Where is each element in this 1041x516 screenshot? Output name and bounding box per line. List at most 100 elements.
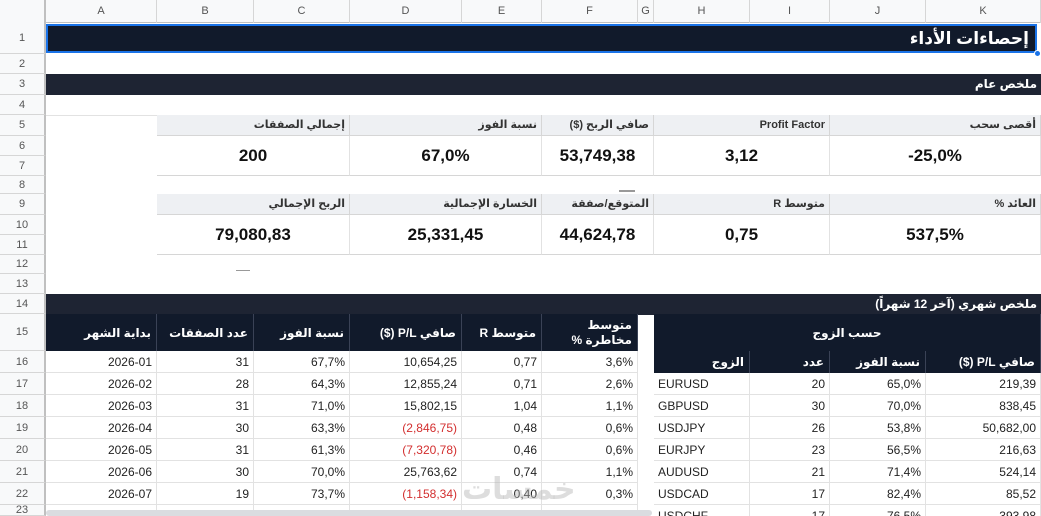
monthly-cell-month-start[interactable]: 2026-01 bbox=[46, 351, 157, 373]
selection-fill-handle[interactable] bbox=[1034, 50, 1041, 57]
monthly-cell-month-start[interactable]: 2026-06 bbox=[46, 461, 157, 483]
monthly-cell-avg-risk[interactable]: 2,6% bbox=[542, 373, 638, 395]
row-header-13[interactable]: 13 bbox=[0, 274, 46, 294]
kpi-label-net-profit[interactable]: صافي الربح ($) bbox=[542, 115, 654, 136]
monthly-header-net-pl[interactable]: صافي P/L ($) bbox=[350, 314, 462, 351]
monthly-cell-net-pl[interactable]: 15,802,15 bbox=[350, 395, 462, 417]
column-header-k[interactable]: K bbox=[926, 0, 1041, 23]
row-header-9[interactable]: 9 bbox=[0, 194, 46, 215]
monthly-cell-avg-risk[interactable]: 0,6% bbox=[542, 417, 638, 439]
kpi-value-avg-r[interactable]: 0,75 bbox=[654, 215, 830, 255]
pair-cell-count[interactable]: 20 bbox=[750, 373, 830, 395]
pair-cell-pair[interactable]: EURUSD bbox=[654, 373, 750, 395]
monthly-cell-avg-risk[interactable]: 1,1% bbox=[542, 395, 638, 417]
pair-cell-win-rate[interactable]: 76,5% bbox=[830, 505, 926, 516]
monthly-header-win-rate[interactable]: نسبة الفوز bbox=[254, 314, 350, 351]
pair-cell-win-rate[interactable]: 65,0% bbox=[830, 373, 926, 395]
row-header-3[interactable]: 3 bbox=[0, 74, 46, 95]
pair-cell-count[interactable]: 21 bbox=[750, 461, 830, 483]
monthly-cell-trade-count[interactable]: 31 bbox=[157, 351, 254, 373]
monthly-cell-win-rate[interactable]: 63,3% bbox=[254, 417, 350, 439]
monthly-cell-win-rate[interactable]: 70,0% bbox=[254, 461, 350, 483]
row-header-1[interactable]: 1 bbox=[0, 23, 46, 54]
row-header-15[interactable]: 15 bbox=[0, 314, 46, 351]
monthly-cell-win-rate[interactable]: 64,3% bbox=[254, 373, 350, 395]
monthly-cell-net-pl[interactable]: (7,320,78) bbox=[350, 439, 462, 461]
column-header-c[interactable]: C bbox=[254, 0, 350, 23]
monthly-summary-header[interactable]: ملخص شهري (آخر 12 شهراً) bbox=[46, 294, 1041, 315]
kpi-label-total-trades[interactable]: إجمالي الصفقات bbox=[157, 115, 350, 136]
column-header-f[interactable]: F bbox=[542, 0, 638, 23]
row-header-12[interactable]: 12 bbox=[0, 255, 46, 274]
column-header-e[interactable]: E bbox=[462, 0, 542, 23]
column-header-h[interactable]: H bbox=[654, 0, 750, 23]
pair-cell-pair[interactable]: EURJPY bbox=[654, 439, 750, 461]
pair-cell-pair[interactable]: AUDUSD bbox=[654, 461, 750, 483]
monthly-cell-net-pl[interactable]: (1,158,34) bbox=[350, 483, 462, 505]
monthly-cell-net-pl[interactable]: (2,846,75) bbox=[350, 417, 462, 439]
kpi-label-gross-loss[interactable]: الخسارة الإجمالية bbox=[350, 194, 542, 215]
monthly-cell-month-start[interactable]: 2026-03 bbox=[46, 395, 157, 417]
monthly-cell-trade-count[interactable]: 30 bbox=[157, 417, 254, 439]
monthly-cell-trade-count[interactable]: 31 bbox=[157, 439, 254, 461]
monthly-cell-trade-count[interactable]: 31 bbox=[157, 395, 254, 417]
monthly-cell-month-start[interactable]: 2026-05 bbox=[46, 439, 157, 461]
row-header-11[interactable]: 11 bbox=[0, 235, 46, 255]
monthly-cell-avg-risk[interactable]: 0,3% bbox=[542, 483, 638, 505]
kpi-value-expectancy[interactable]: 44,624,78 bbox=[542, 215, 654, 255]
monthly-header-avg-r[interactable]: متوسط R bbox=[462, 314, 542, 351]
pair-cell-count[interactable]: 30 bbox=[750, 395, 830, 417]
kpi-label-profit-factor[interactable]: Profit Factor bbox=[654, 115, 830, 136]
row-header-4[interactable]: 4 bbox=[0, 95, 46, 115]
column-header-i[interactable]: I bbox=[750, 0, 830, 23]
pair-cell-win-rate[interactable]: 82,4% bbox=[830, 483, 926, 505]
kpi-value-max-drawdown[interactable]: -25,0% bbox=[830, 136, 1041, 176]
monthly-cell-avg-r[interactable]: 0,40 bbox=[462, 483, 542, 505]
monthly-cell-month-start[interactable]: 2026-07 bbox=[46, 483, 157, 505]
monthly-cell-net-pl[interactable]: 12,855,24 bbox=[350, 373, 462, 395]
monthly-cell-month-start[interactable]: 2026-02 bbox=[46, 373, 157, 395]
horizontal-scrollbar[interactable] bbox=[46, 510, 652, 516]
pair-cell-count[interactable]: 17 bbox=[750, 483, 830, 505]
monthly-cell-trade-count[interactable]: 19 bbox=[157, 483, 254, 505]
pair-cell-net-pl[interactable]: 219,39 bbox=[926, 373, 1041, 395]
monthly-cell-trade-count[interactable]: 28 bbox=[157, 373, 254, 395]
monthly-cell-net-pl[interactable]: 10,654,25 bbox=[350, 351, 462, 373]
pair-cell-net-pl[interactable]: 50,682,00 bbox=[926, 417, 1041, 439]
monthly-cell-win-rate[interactable]: 67,7% bbox=[254, 351, 350, 373]
column-header-b[interactable]: B bbox=[157, 0, 254, 23]
page-title[interactable]: إحصاءات الأداء bbox=[46, 24, 1037, 53]
select-all-corner[interactable] bbox=[0, 0, 46, 23]
monthly-cell-avg-r[interactable]: 0,74 bbox=[462, 461, 542, 483]
row-header-21[interactable]: 21 bbox=[0, 461, 46, 483]
column-header-a[interactable]: A bbox=[46, 0, 157, 23]
kpi-label-return[interactable]: العائد % bbox=[830, 194, 1041, 215]
monthly-cell-avg-r[interactable]: 0,71 bbox=[462, 373, 542, 395]
monthly-header-month-start[interactable]: بداية الشهر bbox=[46, 314, 157, 351]
row-header-18[interactable]: 18 bbox=[0, 395, 46, 417]
row-header-22[interactable]: 22 bbox=[0, 483, 46, 505]
row-header-6[interactable]: 6 bbox=[0, 136, 46, 156]
kpi-label-max-drawdown[interactable]: أقصى سحب bbox=[830, 115, 1041, 136]
monthly-cell-avg-r[interactable]: 0,48 bbox=[462, 417, 542, 439]
monthly-cell-net-pl[interactable]: 25,763,62 bbox=[350, 461, 462, 483]
pair-cell-net-pl[interactable]: 216,63 bbox=[926, 439, 1041, 461]
pair-table-title[interactable]: حسب الزوج bbox=[654, 314, 1041, 351]
column-header-g[interactable]: G bbox=[638, 0, 654, 23]
kpi-value-win-rate[interactable]: 67,0% bbox=[350, 136, 542, 176]
pair-header-count[interactable]: عدد bbox=[750, 351, 830, 373]
pair-header-win-rate[interactable]: نسبة الفوز bbox=[830, 351, 926, 373]
monthly-cell-avg-r[interactable]: 0,77 bbox=[462, 351, 542, 373]
monthly-cell-win-rate[interactable]: 73,7% bbox=[254, 483, 350, 505]
monthly-cell-avg-risk[interactable]: 1,1% bbox=[542, 461, 638, 483]
kpi-value-net-profit[interactable]: 53,749,38 bbox=[542, 136, 654, 176]
pair-cell-win-rate[interactable]: 70,0% bbox=[830, 395, 926, 417]
pair-cell-pair[interactable]: GBPUSD bbox=[654, 395, 750, 417]
pair-cell-count[interactable]: 26 bbox=[750, 417, 830, 439]
row-header-14[interactable]: 14 bbox=[0, 294, 46, 314]
row-header-16[interactable]: 16 bbox=[0, 351, 46, 373]
kpi-value-return[interactable]: 537,5% bbox=[830, 215, 1041, 255]
row-header-19[interactable]: 19 bbox=[0, 417, 46, 439]
pair-cell-net-pl[interactable]: 393,98 bbox=[926, 505, 1041, 516]
row-header-7[interactable]: 7 bbox=[0, 156, 46, 176]
